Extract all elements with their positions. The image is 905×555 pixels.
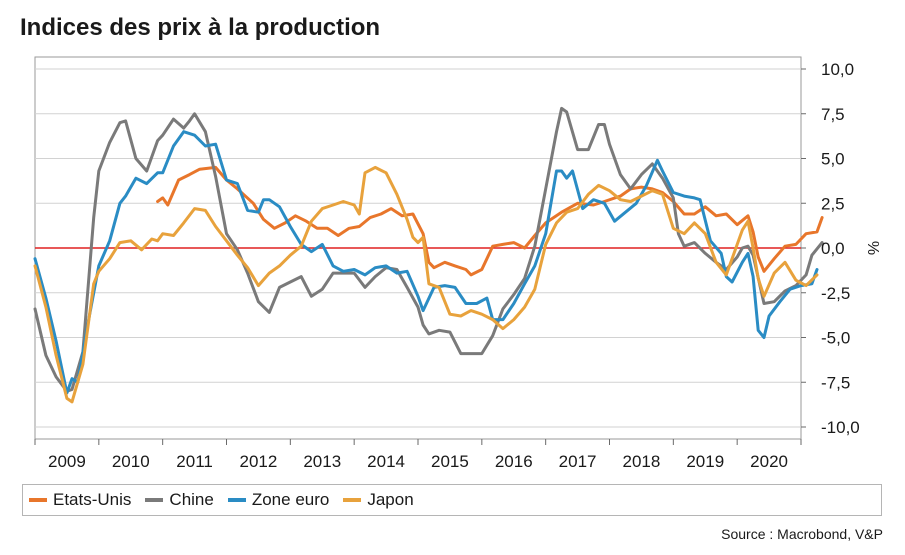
legend-swatch bbox=[29, 498, 47, 502]
y-tick-label: -7,5 bbox=[821, 373, 850, 392]
y-tick-label: 10,0 bbox=[821, 60, 854, 79]
legend-label: Chine bbox=[169, 490, 214, 509]
legend-swatch bbox=[145, 498, 164, 502]
x-tick-label: 2011 bbox=[176, 452, 213, 471]
y-tick-label: -10,0 bbox=[821, 418, 860, 437]
series-line-1 bbox=[33, 106, 824, 393]
x-axis-ticks: 2009 2010 2011 2012 2013 2014 2015 2016 2017 2018… bbox=[34, 439, 802, 471]
y-tick-label: -2,5 bbox=[821, 284, 850, 303]
x-tick-label: 2013 bbox=[303, 452, 341, 471]
source-note: Source : Macrobond, V&P bbox=[721, 526, 883, 542]
x-tick-label: 2010 bbox=[112, 452, 150, 471]
series-line-3 bbox=[33, 165, 819, 404]
x-tick-label: 2019 bbox=[686, 452, 724, 471]
legend-label: Zone euro bbox=[251, 490, 330, 509]
legend-swatch bbox=[343, 498, 362, 502]
x-tick-label: 2012 bbox=[240, 452, 278, 471]
y-axis-label: % bbox=[864, 241, 881, 255]
x-tick-label: 2017 bbox=[559, 452, 597, 471]
legend-item: Etats-Unis bbox=[29, 490, 131, 510]
legend: Etats-Unis Chine Zone euro Japon bbox=[22, 484, 882, 516]
y-tick-label: 5,0 bbox=[821, 150, 845, 169]
series-line-0 bbox=[156, 165, 824, 277]
y-tick-label: 7,5 bbox=[821, 105, 845, 124]
x-tick-label: 2015 bbox=[431, 452, 469, 471]
y-tick-label: 0,0 bbox=[821, 239, 845, 258]
legend-label: Japon bbox=[367, 490, 414, 509]
legend-item: Zone euro bbox=[227, 490, 330, 510]
legend-label: Etats-Unis bbox=[53, 490, 132, 509]
legend-item: Chine bbox=[145, 490, 214, 510]
x-tick-label: 2016 bbox=[495, 452, 533, 471]
y-tick-label: 2,5 bbox=[821, 194, 845, 213]
legend-swatch bbox=[227, 498, 246, 502]
y-axis-ticks: 10,0 7,5 5,0 2,5 0,0 -2,5 -5,0 -7,5 -10,0 bbox=[801, 60, 860, 437]
x-tick-label: 2014 bbox=[367, 452, 405, 471]
chart-title: Indices des prix à la production bbox=[20, 14, 381, 41]
x-tick-label: 2018 bbox=[623, 452, 661, 471]
x-tick-label: 2020 bbox=[750, 452, 788, 471]
series-layer bbox=[33, 106, 824, 404]
x-tick-label: 2009 bbox=[48, 452, 86, 471]
legend-item: Japon bbox=[343, 490, 414, 510]
series-line-2 bbox=[33, 130, 819, 395]
y-tick-label: -5,0 bbox=[821, 329, 850, 348]
